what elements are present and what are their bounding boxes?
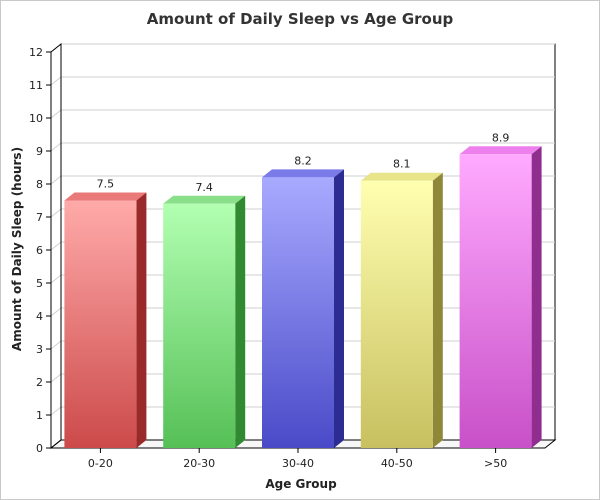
bar->50: [459, 146, 542, 449]
y-tick-label: 0: [36, 442, 43, 455]
gridline-side: [50, 406, 62, 416]
y-tick-label: 7: [36, 211, 43, 224]
chart-title: Amount of Daily Sleep vs Age Group: [147, 10, 454, 28]
bar-face: [64, 200, 137, 448]
y-tick-label: 10: [29, 112, 43, 125]
y-tick-label: 12: [29, 46, 43, 59]
y-axis-title: Amount of Daily Sleep (hours): [10, 147, 24, 351]
bar-30-40: [262, 169, 344, 448]
bars: [64, 146, 542, 449]
bar-top: [163, 195, 246, 204]
bar-side: [334, 169, 344, 448]
data-label: 7.5: [97, 178, 115, 191]
gridline-side: [50, 76, 62, 86]
data-label: 7.4: [195, 181, 213, 194]
gridline-side: [50, 208, 62, 218]
data-label: 8.1: [393, 158, 411, 171]
bar-top: [262, 169, 344, 178]
y-tick-label: 4: [36, 310, 43, 323]
bar-top: [459, 146, 542, 155]
y-tick-label: 1: [36, 409, 43, 422]
bar-face: [262, 177, 334, 448]
bar-0-20: [64, 192, 147, 448]
gridline-side: [50, 274, 62, 284]
y-tick-label: 3: [36, 343, 43, 356]
y-tick-label: 6: [36, 244, 43, 257]
bar-side: [235, 195, 246, 448]
gridline-side: [50, 175, 62, 185]
x-tick-label: 0-20: [88, 457, 113, 470]
data-label: 8.9: [492, 131, 510, 144]
gridline-side: [50, 373, 62, 383]
bar-face: [459, 154, 532, 449]
bar-side: [432, 172, 443, 448]
gridline-side: [50, 241, 62, 251]
gridline-side: [50, 340, 62, 350]
y-tick-label: 2: [36, 376, 43, 389]
x-tick-label: 30-40: [282, 457, 314, 470]
x-tick-label: 40-50: [381, 457, 413, 470]
y-tick-label: 8: [36, 178, 43, 191]
bar-40-50: [360, 172, 443, 448]
gridline-side: [50, 109, 62, 119]
bar-top: [360, 172, 443, 181]
bar-20-30: [163, 195, 246, 448]
y-tick-label: 5: [36, 277, 43, 290]
bar-side: [531, 146, 542, 449]
bar-face: [163, 203, 236, 448]
bar-side: [136, 192, 147, 448]
gridline-side: [50, 142, 62, 152]
data-label: 8.2: [294, 154, 312, 167]
y-tick-label: 9: [36, 145, 43, 158]
y-tick-label: 11: [29, 79, 43, 92]
labels: 7.5 7.4 8.2 8.1 8.9: [97, 131, 510, 194]
bar-face: [360, 180, 433, 448]
x-axis-title: Age Group: [265, 477, 337, 491]
x-tick-label: >50: [484, 457, 507, 470]
gridline-side: [50, 307, 62, 317]
x-tick-label: 20-30: [183, 457, 215, 470]
bar-top: [64, 192, 147, 201]
